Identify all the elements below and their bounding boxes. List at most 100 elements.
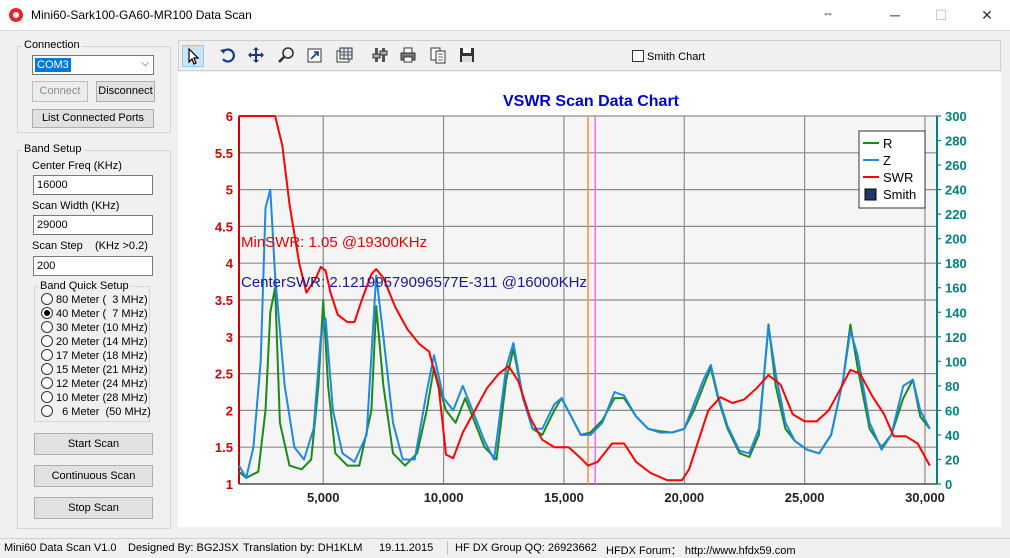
band-radio-1[interactable]: 40 Meter ( 7 MHz) — [41, 307, 148, 321]
radio-icon — [41, 335, 53, 347]
chevron-down-icon: ⌵ — [141, 58, 149, 69]
legend-label: SWR — [883, 170, 913, 185]
disconnect-button[interactable]: Disconnect — [96, 81, 155, 102]
app-icon — [9, 8, 23, 22]
scan-width-label: Scan Width (KHz) — [32, 200, 120, 212]
radio-icon — [41, 377, 53, 389]
zoom-icon[interactable] — [275, 45, 297, 67]
band-setup-group — [17, 150, 171, 529]
status-translator: Translation by: DH1KLM — [243, 542, 363, 554]
save-icon[interactable] — [456, 45, 478, 67]
window-title: Mini60-Sark100-GA60-MR100 Data Scan — [31, 8, 252, 22]
band-radio-7[interactable]: 10 Meter (28 MHz) — [41, 391, 148, 405]
status-date: 19.11.2015 — [379, 542, 434, 554]
band-radio-3[interactable]: 20 Meter (14 MHz) — [41, 335, 148, 349]
band-radio-5[interactable]: 15 Meter (21 MHz) — [41, 363, 148, 377]
x-tick-label: 5,000 — [307, 490, 340, 505]
y-right-tick-label: 140 — [945, 305, 967, 320]
y-right-tick-label: 120 — [945, 330, 967, 345]
chart-area[interactable]: 5,000 10,000 15,000 20,000 25,000 30,000 1 1.5 2… — [178, 72, 1001, 527]
band-radio-2[interactable]: 30 Meter (10 MHz) — [41, 321, 148, 335]
y-left-tick-label: 3 — [226, 330, 233, 345]
data-table-icon[interactable] — [333, 45, 355, 67]
legend-label: Z — [883, 153, 891, 168]
y-left-tick-label: 4.5 — [215, 219, 233, 234]
y-left-tick-label: 1 — [226, 477, 233, 492]
settings-icon[interactable] — [369, 45, 391, 67]
status-group-qq: HF DX Group QQ: 26923662 — [455, 542, 597, 554]
x-tick-label: 30,000 — [905, 490, 945, 505]
y-right-tick-label: 160 — [945, 281, 967, 296]
pointer-icon[interactable] — [182, 45, 204, 67]
copy-icon[interactable] — [427, 45, 449, 67]
radio-icon — [41, 293, 53, 305]
x-tick-label: 20,000 — [664, 490, 704, 505]
y-left-tick-label: 3.5 — [215, 293, 233, 308]
smith-chart-label: Smith Chart — [647, 51, 706, 63]
minimize-button[interactable]: ─ — [890, 7, 900, 23]
maximize-button[interactable]: ☐ — [934, 7, 948, 23]
undo-icon[interactable] — [217, 45, 239, 67]
y-right-tick-label: 60 — [945, 403, 959, 418]
min-swr-annotation: MinSWR: 1.05 @19300KHz — [241, 234, 427, 251]
x-tick-label: 25,000 — [785, 490, 825, 505]
band-radio-label: 6 Meter (50 MHz) — [56, 406, 151, 418]
y-right-tick-label: 280 — [945, 134, 967, 149]
band-radio-label: 80 Meter ( 3 MHz) — [56, 294, 148, 306]
legend-label: R — [883, 136, 892, 151]
scan-width-input[interactable]: 29000 — [33, 215, 153, 235]
stop-scan-button[interactable]: Stop Scan — [34, 497, 153, 519]
y-left-tick-label: 5.5 — [215, 146, 233, 161]
status-version: Mini60 Data Scan V1.0 — [4, 542, 117, 554]
scan-step-input[interactable]: 200 — [33, 256, 153, 276]
smith-chart-checkbox[interactable]: Smith Chart — [632, 50, 705, 63]
band-radio-8[interactable]: 6 Meter (50 MHz) — [41, 405, 151, 419]
radio-icon — [41, 391, 53, 403]
y-left-tick-label: 5 — [226, 183, 233, 198]
y-right-tick-label: 220 — [945, 207, 967, 222]
continuous-scan-button[interactable]: Continuous Scan — [34, 465, 153, 487]
connect-button[interactable]: Connect — [32, 81, 88, 102]
x-tick-label: 15,000 — [544, 490, 584, 505]
checkbox-icon — [632, 50, 644, 62]
band-setup-group-label: Band Setup — [22, 143, 84, 155]
radio-icon — [41, 349, 53, 361]
y-right-tick-label: 240 — [945, 183, 967, 198]
series-swr-line — [239, 115, 931, 482]
y-right-tick-label: 80 — [945, 379, 959, 394]
close-button[interactable]: ✕ — [981, 7, 993, 23]
band-radio-4[interactable]: 17 Meter (18 MHz) — [41, 349, 148, 363]
y-right-tick-label: 200 — [945, 232, 967, 247]
center-freq-input[interactable]: 16000 — [33, 175, 153, 195]
center-swr-annotation: CenterSWR: 2.12199579096577E-311 @16000K… — [241, 274, 587, 291]
y-right-tick-label: 260 — [945, 158, 967, 173]
y-left-tick-label: 6 — [226, 109, 233, 124]
status-designer: Designed By: BG2JSX — [128, 542, 239, 554]
chart-toolbar — [178, 40, 1001, 71]
y-left-tick-label: 2 — [226, 403, 233, 418]
y-right-tick-label: 40 — [945, 428, 959, 443]
y-right-tick-label: 20 — [945, 452, 959, 467]
resize-icon: ⇔ — [822, 6, 834, 20]
export-icon[interactable] — [304, 45, 326, 67]
print-icon[interactable] — [397, 45, 419, 67]
y-left-tick-label: 1.5 — [215, 440, 233, 455]
band-radio-6[interactable]: 12 Meter (24 MHz) — [41, 377, 148, 391]
scan-step-label: Scan Step — [32, 240, 83, 252]
radio-icon — [41, 405, 53, 417]
pan-icon[interactable] — [245, 45, 267, 67]
band-radio-label: 12 Meter (24 MHz) — [56, 378, 148, 390]
vswr-chart[interactable]: 5,000 10,000 15,000 20,000 25,000 30,000 1 1.5 2… — [178, 72, 1001, 527]
chart-title: VSWR Scan Data Chart — [503, 93, 680, 110]
band-radio-label: 10 Meter (28 MHz) — [56, 392, 148, 404]
port-select[interactable]: COM3 ⌵ — [32, 55, 154, 75]
band-quick-setup-label: Band Quick Setup — [38, 280, 131, 292]
y-left-tick-label: 4 — [226, 256, 234, 271]
legend-label: Smith — [883, 187, 916, 202]
band-radio-label: 17 Meter (18 MHz) — [56, 350, 148, 362]
list-ports-button[interactable]: List Connected Ports — [32, 109, 154, 128]
band-radio-0[interactable]: 80 Meter ( 3 MHz) — [41, 293, 148, 307]
start-scan-button[interactable]: Start Scan — [34, 433, 153, 455]
status-forum[interactable]: HFDX Forum： http://www.hfdx59.com — [606, 545, 796, 557]
band-radio-label: 30 Meter (10 MHz) — [56, 322, 148, 334]
